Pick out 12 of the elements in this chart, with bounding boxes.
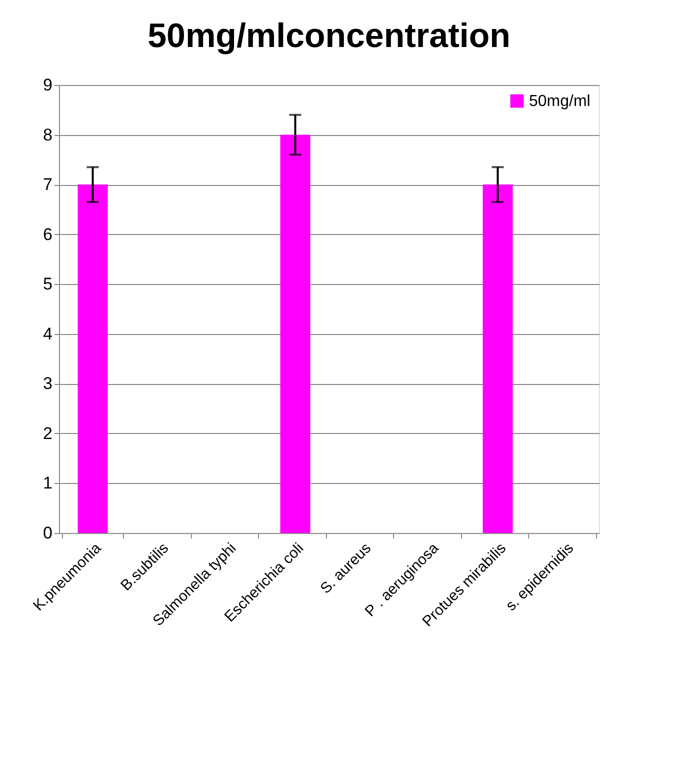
y-tick-label: 6	[43, 224, 52, 244]
y-tick-label: 2	[43, 424, 52, 443]
y-tick-label: 5	[43, 274, 52, 294]
y-tick-label: 1	[43, 474, 52, 493]
y-tick-label: 4	[43, 324, 52, 344]
y-tick-label: 7	[43, 175, 52, 194]
y-tick-label: 8	[43, 125, 52, 144]
y-tick-label: 0	[43, 524, 52, 542]
y-tick-label: 9	[43, 76, 52, 94]
legend-label: 50mg/ml	[529, 93, 590, 110]
chart-title: 50mg/mlconcentration	[148, 17, 510, 55]
y-tick-label: 3	[43, 374, 52, 394]
